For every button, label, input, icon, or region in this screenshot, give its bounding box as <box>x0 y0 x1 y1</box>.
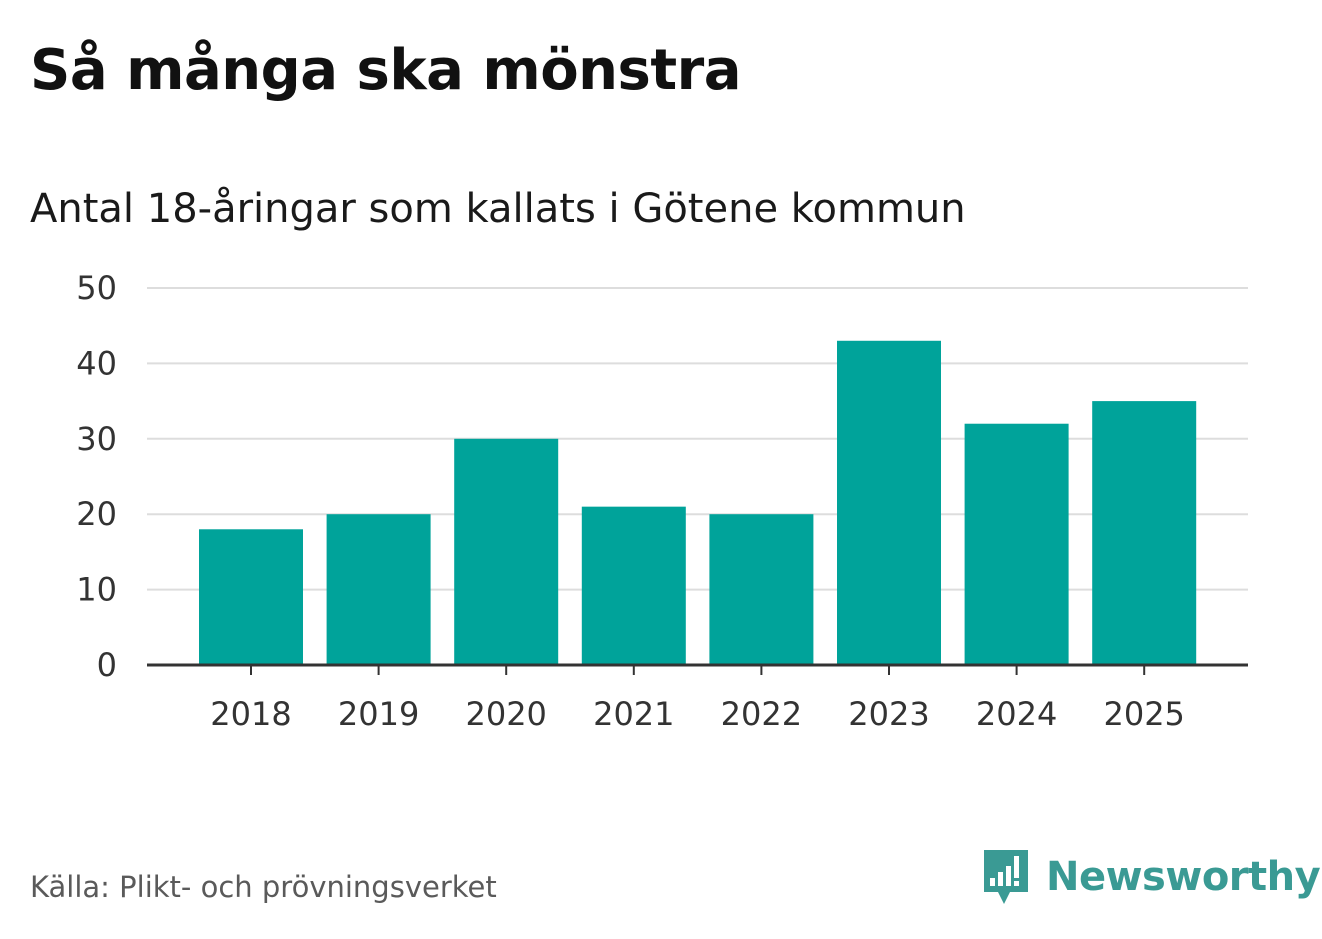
bars <box>199 340 1197 665</box>
x-tick-label: 2024 <box>976 695 1057 733</box>
bar-2025[interactable] <box>1092 401 1197 665</box>
source-note: Källa: Plikt- och prövningsverket <box>30 870 497 904</box>
chart-subtitle: Antal 18-åringar som kallats i Götene ko… <box>30 186 966 232</box>
y-tick-label: 30 <box>76 420 117 458</box>
y-tick-label: 20 <box>76 495 117 533</box>
bar-2022[interactable] <box>709 514 814 665</box>
x-axis-ticks: 2018 2019 2020 2021 2022 2023 2024 2025 <box>210 665 1185 733</box>
y-tick-label: 40 <box>76 344 117 382</box>
x-tick-label: 2023 <box>848 695 929 733</box>
bar-2020[interactable] <box>454 438 559 665</box>
y-axis-ticks: 0 10 20 30 40 50 <box>76 269 117 684</box>
bar-2021[interactable] <box>581 506 686 665</box>
x-tick-label: 2020 <box>465 695 546 733</box>
logo-text: Newsworthy <box>1046 854 1321 900</box>
y-tick-label: 50 <box>76 269 117 307</box>
chart-title: Så många ska mönstra <box>30 38 742 103</box>
x-tick-label: 2021 <box>593 695 674 733</box>
bar-2018[interactable] <box>199 529 303 665</box>
bar-2023[interactable] <box>837 340 941 665</box>
gridlines <box>147 287 1248 591</box>
y-tick-label: 0 <box>97 646 117 684</box>
bar-2024[interactable] <box>964 423 1069 665</box>
x-tick-label: 2025 <box>1103 695 1184 733</box>
newsworthy-logo-icon <box>984 850 1028 904</box>
newsworthy-logo[interactable]: Newsworthy <box>980 846 1321 908</box>
x-tick-label: 2019 <box>338 695 419 733</box>
x-tick-label: 2018 <box>210 695 291 733</box>
bar-2019[interactable] <box>326 514 431 665</box>
y-tick-label: 10 <box>76 571 117 609</box>
x-tick-label: 2022 <box>721 695 802 733</box>
